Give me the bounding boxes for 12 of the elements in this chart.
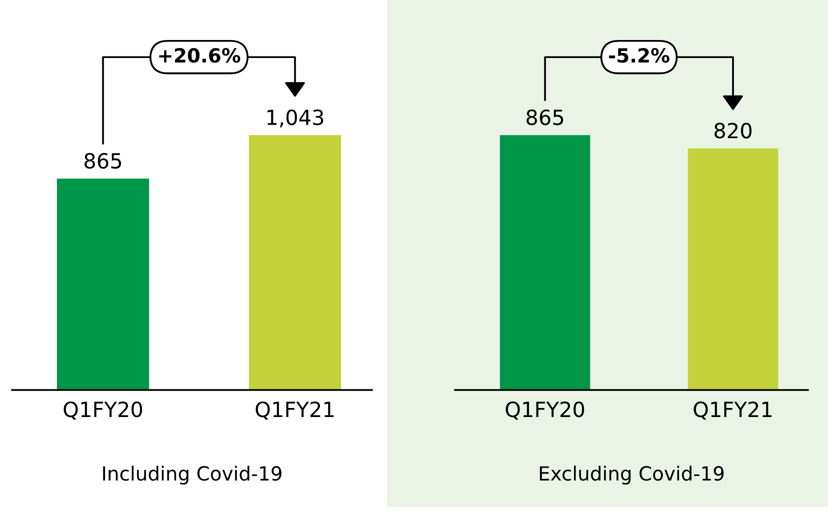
data-label: 820 xyxy=(714,122,752,138)
x-axis-title: Including Covid-19 xyxy=(103,466,282,485)
data-label: 865 xyxy=(84,152,122,169)
data-label: 1,043 xyxy=(267,109,324,128)
data-label: 865 xyxy=(526,109,564,126)
x-tick-label: Q1FY20 xyxy=(64,401,142,420)
x-tick-label: Q1FY20 xyxy=(506,401,584,420)
x-tick-label: Q1FY21 xyxy=(694,401,772,420)
text: +20.6% xyxy=(159,48,240,63)
x-axis-title: Excluding Covid-19 xyxy=(540,466,724,485)
text: -5.2% xyxy=(609,48,670,63)
x-tick-label: Q1FY21 xyxy=(256,401,334,420)
